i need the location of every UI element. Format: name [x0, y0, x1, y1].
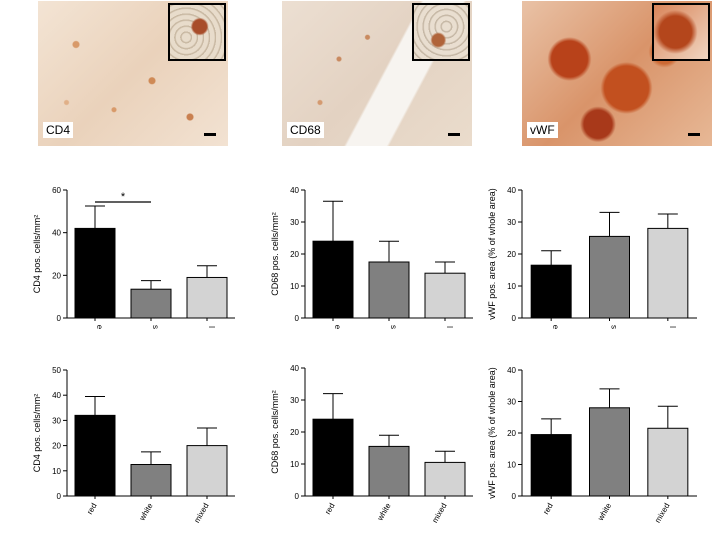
- vwf-micrograph: vWF: [522, 1, 712, 146]
- y-tick-label: 0: [57, 314, 62, 323]
- cd68-scale-bar: [448, 133, 460, 136]
- x-tick-label: e: [551, 325, 560, 330]
- bar: [424, 461, 466, 497]
- y-tick-label: 0: [57, 492, 62, 501]
- x-tick-label: l: [207, 326, 216, 328]
- x-tick-label: e: [333, 325, 342, 330]
- y-tick-label: 0: [295, 492, 300, 501]
- x-tick-label: mixed: [653, 502, 671, 525]
- bar: [312, 418, 354, 497]
- y-tick-label: 20: [507, 250, 516, 259]
- y-tick-label: 50: [52, 366, 61, 375]
- y-tick-label: 20: [507, 429, 516, 438]
- y-tick-label: 30: [290, 396, 299, 405]
- y-axis-label: CD4 pos. cells/mm²: [32, 394, 42, 473]
- bar: [647, 227, 689, 319]
- y-tick-label: 60: [52, 186, 61, 195]
- cd68-inset: [412, 3, 470, 61]
- bar: [186, 276, 228, 319]
- y-tick-label: 0: [512, 314, 517, 323]
- bar: [647, 427, 689, 497]
- bar: [312, 240, 354, 319]
- y-axis-label: vWF pos. area (% of whole area): [487, 367, 497, 499]
- y-tick-label: 20: [52, 442, 61, 451]
- y-tick-label: 0: [295, 314, 300, 323]
- y-tick-label: 40: [507, 186, 516, 195]
- cd4-scale-bar: [204, 133, 216, 136]
- y-axis-label: CD4 pos. cells/mm²: [32, 215, 42, 294]
- bar: [530, 264, 572, 319]
- y-tick-label: 10: [507, 461, 516, 470]
- y-tick-label: 10: [290, 282, 299, 291]
- y-tick-label: 30: [290, 218, 299, 227]
- y-tick-label: 40: [290, 364, 299, 373]
- y-tick-label: 20: [290, 428, 299, 437]
- x-tick-label: red: [541, 502, 555, 517]
- bar: [186, 445, 228, 497]
- y-tick-label: 30: [52, 416, 61, 425]
- y-axis-label: vWF pos. area (% of whole area): [487, 188, 497, 320]
- cd4-label: CD4: [43, 122, 74, 138]
- bar: [589, 235, 630, 319]
- x-tick-label: s: [389, 325, 398, 329]
- bar: [424, 272, 466, 319]
- y-tick-label: 30: [507, 218, 516, 227]
- cd68-micrograph: CD68: [282, 1, 472, 146]
- x-tick-label: white: [375, 501, 393, 523]
- y-tick-label: 10: [52, 467, 61, 476]
- cd4-inset: [168, 3, 226, 61]
- x-tick-label: mixed: [430, 502, 448, 525]
- x-tick-label: s: [151, 325, 160, 329]
- cd4-micrograph: CD4: [38, 1, 228, 146]
- y-tick-label: 10: [507, 282, 516, 291]
- cd68-label: CD68: [287, 122, 324, 138]
- bar: [530, 434, 572, 497]
- bar: [74, 227, 116, 319]
- bar: [589, 407, 630, 497]
- y-tick-label: 20: [52, 271, 61, 280]
- bar: [74, 414, 116, 497]
- vwf-label: vWF: [527, 122, 558, 138]
- bar: [368, 445, 410, 497]
- y-axis-label: CD68 pos. cells/mm²: [270, 390, 280, 474]
- y-tick-label: 10: [290, 460, 299, 469]
- y-tick-label: 0: [512, 492, 517, 501]
- bar: [130, 288, 172, 319]
- significance-marker: *: [121, 191, 126, 203]
- x-tick-label: l: [445, 326, 454, 328]
- y-tick-label: 40: [52, 229, 61, 238]
- x-tick-label: red: [85, 502, 99, 517]
- y-tick-label: 40: [52, 391, 61, 400]
- x-tick-label: l: [668, 326, 677, 328]
- x-tick-label: white: [137, 501, 155, 523]
- y-axis-label: CD68 pos. cells/mm²: [270, 212, 280, 296]
- x-tick-label: e: [95, 325, 104, 330]
- vwf-scale-bar: [688, 133, 700, 136]
- y-tick-label: 40: [507, 366, 516, 375]
- y-tick-label: 30: [507, 398, 516, 407]
- bar: [368, 261, 410, 319]
- y-tick-label: 40: [290, 186, 299, 195]
- y-tick-label: 20: [290, 250, 299, 259]
- x-tick-label: white: [596, 501, 614, 523]
- bar: [130, 464, 172, 497]
- x-tick-label: s: [610, 325, 619, 329]
- x-tick-label: mixed: [192, 502, 210, 525]
- x-tick-label: red: [323, 502, 337, 517]
- vwf-inset: [652, 3, 710, 61]
